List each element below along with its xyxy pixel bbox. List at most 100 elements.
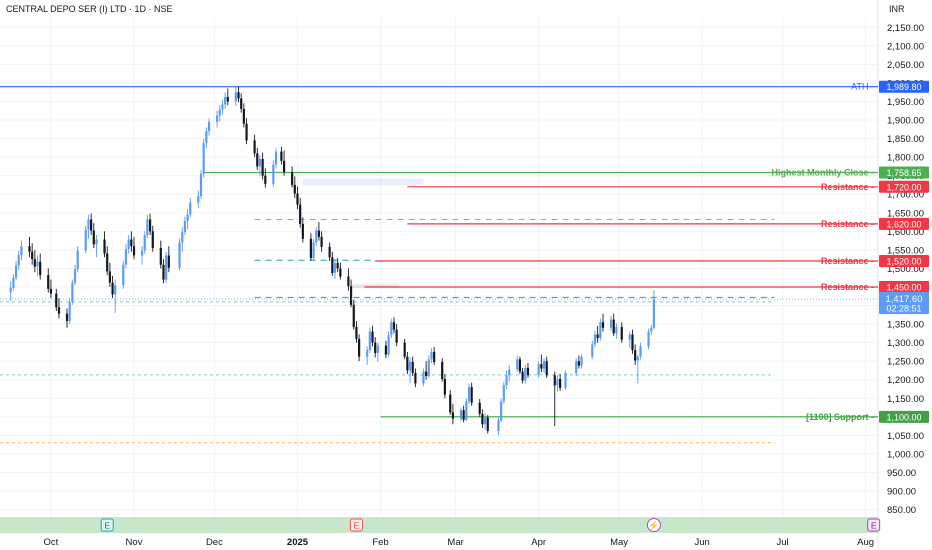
candle-body: [593, 334, 597, 345]
event-markers[interactable]: E E ⚡ E: [100, 518, 881, 532]
candle-body: [20, 246, 23, 256]
candle-body: [31, 251, 34, 260]
currency-label[interactable]: INR: [889, 4, 905, 14]
candle-body: [540, 364, 543, 369]
level-label: Resistance -: [821, 282, 874, 292]
candle-body: [36, 261, 39, 267]
candle-body: [280, 151, 283, 161]
symbol-title[interactable]: CENTRAL DEPO SER (I) LTD · 1D · NSE: [6, 4, 173, 14]
candle-body: [167, 255, 170, 268]
candle-body: [526, 367, 530, 376]
candle-body: [272, 164, 275, 184]
zone-grey_zone: [351, 284, 400, 289]
y-tick-label: 1,000.00: [887, 449, 924, 460]
candle-body: [352, 304, 355, 328]
price-tag-text: 1,620.00: [886, 219, 921, 229]
candle-body: [636, 356, 639, 361]
candle-body: [189, 202, 192, 215]
candle-body: [408, 361, 412, 371]
candle-body: [411, 361, 414, 374]
candle-body: [299, 204, 302, 224]
candle-body: [73, 269, 77, 283]
y-tick-label: 1,150.00: [887, 394, 924, 405]
candle-body: [577, 361, 580, 366]
candle-body: [274, 151, 278, 165]
candle-body: [183, 220, 187, 233]
candle-body: [240, 98, 243, 109]
price-tag: [879, 410, 929, 423]
y-tick-label: 1,250.00: [887, 357, 924, 368]
price-tags: 1,989.80 1,758.65 1,720.00 1,620.00 1,520.00…: [0, 80, 929, 423]
candle-body: [591, 344, 594, 357]
price-tag-text: 1,100.00: [886, 412, 921, 422]
candle-body: [312, 242, 315, 259]
y-tick-label: 850.00: [887, 505, 916, 516]
candle-body: [146, 219, 149, 236]
earnings-event-icon: [349, 518, 363, 532]
candle-body: [500, 401, 503, 421]
y-tick-label: 900.00: [887, 487, 916, 498]
candle-body: [355, 327, 358, 339]
candle-body: [395, 329, 398, 343]
candle-body: [165, 255, 168, 280]
candle-body: [12, 277, 15, 288]
candle-body: [634, 350, 637, 361]
candle-body: [443, 378, 446, 395]
candle-body: [234, 92, 237, 102]
candle-body: [328, 246, 331, 258]
candle-body: [358, 338, 361, 357]
candle-body: [315, 230, 318, 243]
level-lines: ATH - Highest Monthly Close - Resistance -…: [0, 82, 878, 422]
level-label: Highest Monthly Close -: [771, 167, 874, 177]
candle-body: [392, 322, 396, 330]
y-tick-label: 1,900.00: [887, 116, 924, 127]
last-price-tag: [879, 291, 929, 314]
candle-body: [486, 417, 489, 431]
candle-body: [245, 123, 248, 141]
candle-body: [599, 322, 602, 339]
candle-body: [65, 313, 69, 322]
candle-body: [553, 375, 556, 386]
bar-countdown: 02:28:51: [886, 303, 921, 313]
candle-body: [207, 121, 211, 132]
y-tick-label: 1,350.00: [887, 320, 924, 331]
x-tick-label: Jul: [776, 537, 788, 548]
candle-body: [106, 253, 109, 272]
candle-body: [226, 97, 229, 102]
candle-body: [148, 219, 152, 232]
candle-body: [596, 334, 599, 339]
x-tick-label: 2025: [287, 537, 309, 548]
candle-body: [556, 378, 559, 386]
x-tick-label: May: [610, 537, 628, 548]
candle-body: [218, 109, 221, 116]
candle-body: [518, 359, 522, 372]
level-label: Resistance -: [821, 182, 874, 192]
candle-body: [215, 115, 219, 122]
candle-body: [87, 219, 90, 230]
candle-body: [221, 104, 224, 110]
candle-body: [132, 246, 136, 256]
candle-body: [521, 371, 524, 381]
y-tick-label: 1,200.00: [887, 375, 924, 386]
x-axis[interactable]: OctNovDec2025FebMarAprMayJunJulAugSe: [44, 537, 932, 548]
y-axis[interactable]: 2,150.002,100.002,050.002,000.001,950.00…: [887, 23, 924, 516]
earnings-event-icon: [100, 518, 114, 532]
candle-body: [76, 250, 79, 270]
dashed-levels: [0, 218, 775, 444]
price-tag: [879, 255, 929, 268]
candle-body: [575, 361, 578, 374]
candle-body: [366, 350, 369, 357]
candle-body: [601, 322, 605, 328]
candle-body: [202, 143, 205, 174]
candle-body: [508, 369, 511, 376]
y-tick-label: 2,100.00: [887, 41, 924, 52]
candle-body: [114, 285, 117, 295]
candle-body: [124, 249, 128, 265]
price-tag: [879, 180, 929, 193]
y-tick-label: 1,600.00: [887, 227, 924, 238]
candle-body: [261, 158, 264, 176]
level-label: Resistance -: [821, 256, 874, 266]
candle-body: [505, 375, 508, 386]
candle-body: [406, 356, 409, 371]
